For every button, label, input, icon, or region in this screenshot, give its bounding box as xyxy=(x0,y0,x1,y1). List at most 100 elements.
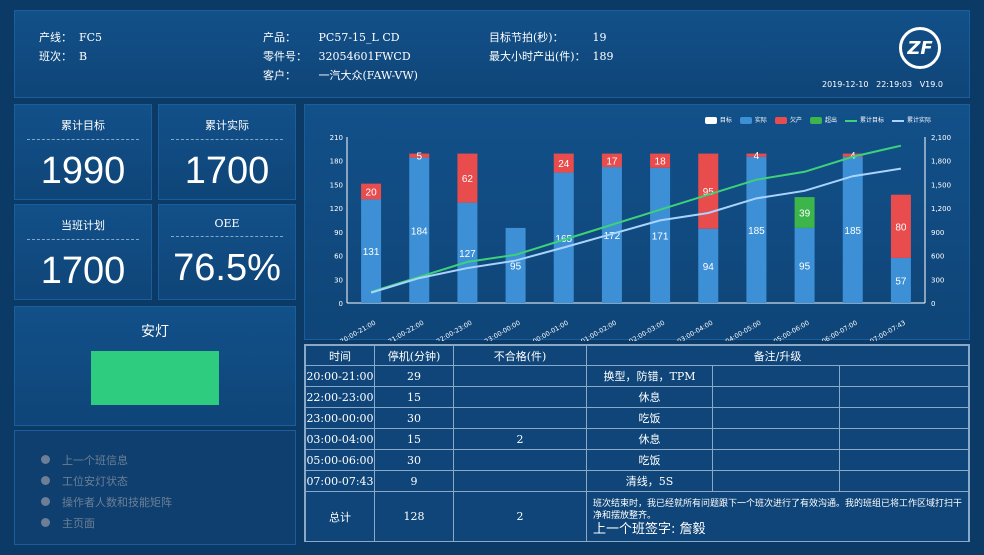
customer-value: 一汽大众(FAW-VW) xyxy=(318,69,418,82)
bar-shortfall-label: 4 xyxy=(754,151,760,162)
line-value: FC5 xyxy=(79,31,103,44)
product-value: PC57-15_L CD xyxy=(318,31,400,44)
x-tick-label: 03:00-04:00 xyxy=(676,319,714,341)
bullet-icon xyxy=(41,476,50,485)
cell-remark: 休息 xyxy=(586,386,713,408)
nav-item-label: 上一个班信息 xyxy=(62,453,128,467)
nav-item-home[interactable]: 主页面 xyxy=(41,512,295,533)
memo-text: 班次结束时，我已经就所有问题跟下一个班次进行了有效沟通。我的班组已将工作区域打扫… xyxy=(593,498,963,521)
andon-title: 安灯 xyxy=(141,324,169,340)
shift-label: 班次： xyxy=(39,50,72,63)
bar-shortfall xyxy=(409,153,430,158)
bar-actual xyxy=(361,199,382,303)
y-left-tick: 210 xyxy=(330,134,343,142)
production-chart: 0 0 30 300 60 600 90 900 120 1,200 150 1,500 180 1,80… xyxy=(330,134,951,341)
bar-shortfall-label: 18 xyxy=(655,157,667,168)
nav-item-label: 操作者人数和技能矩阵 xyxy=(62,495,172,509)
cell-empty xyxy=(712,449,840,471)
cell-empty xyxy=(712,470,840,492)
y-left-tick: 90 xyxy=(334,229,343,237)
bar-actual xyxy=(505,227,526,303)
col-time: 时间 xyxy=(305,345,375,366)
takt-field: 目标节拍(秒)： 19 xyxy=(489,29,607,45)
table-row: 05:00-06:00 30 吃饭 xyxy=(305,449,969,471)
shift-field: 班次： B xyxy=(39,48,87,64)
table-row: 07:00-07:43 9 清线，5S xyxy=(305,470,969,492)
header-panel: 产线： FC5 班次： B 产品： PC57-15_L CD 零件号： 3205… xyxy=(14,10,970,98)
bar-actual-label: 172 xyxy=(604,231,621,242)
bar-shortfall-label: 62 xyxy=(462,174,474,185)
x-tick-label: 23:00-00:00 xyxy=(483,319,521,341)
legend-target: 目标 xyxy=(704,115,732,124)
cell-time: 20:00-21:00 xyxy=(305,365,375,387)
bar-actual-label: 184 xyxy=(411,226,428,237)
nav-item-previous-shift[interactable]: 上一个班信息 xyxy=(41,449,295,470)
table-total-row: 总计 128 2 班次结束时，我已经就所有问题跟下一个班次进行了有效沟通。我的班… xyxy=(305,491,969,542)
bar-shortfall-label: 5 xyxy=(416,152,422,163)
line-field: 产线： FC5 xyxy=(39,29,102,45)
cell-time: 22:00-23:00 xyxy=(305,386,375,408)
y-right-tick: 900 xyxy=(931,229,944,237)
cell-defects xyxy=(453,449,587,471)
chart-legend: 目标 实际 欠产 超出 累计目标 累计实际 xyxy=(704,115,931,124)
y-right-tick: 2,100 xyxy=(931,134,951,142)
customer-field: 客户： 一汽大众(FAW-VW) xyxy=(263,67,418,83)
bar-actual xyxy=(409,157,430,303)
cell-downtime: 30 xyxy=(374,407,454,429)
y-right-tick: 300 xyxy=(931,276,944,284)
bar-shortfall xyxy=(650,153,671,168)
bar-actual-label: 185 xyxy=(748,226,765,237)
cell-downtime: 29 xyxy=(374,365,454,387)
line-label: 产线： xyxy=(39,31,72,44)
x-tick-label: 04:00-05:00 xyxy=(724,319,762,341)
table-row: 03:00-04:00 15 2 休息 xyxy=(305,428,969,450)
cell-shift-memo: 班次结束时，我已经就所有问题跟下一个班次进行了有效沟通。我的班组已将工作区域打扫… xyxy=(586,491,969,542)
legend-cum-actual: 累计实际 xyxy=(891,115,931,124)
takt-value: 19 xyxy=(592,31,607,44)
nav-panel: 上一个班信息 工位安灯状态 操作者人数和技能矩阵 主页面 xyxy=(14,430,296,545)
product-field: 产品： PC57-15_L CD xyxy=(263,29,400,45)
cell-empty xyxy=(712,407,840,429)
max-output-label: 最大小时产出(件)： xyxy=(489,50,586,63)
cell-downtime: 15 xyxy=(374,428,454,450)
bar-actual-label: 185 xyxy=(844,226,861,237)
bar-actual xyxy=(794,227,815,303)
y-left-tick: 30 xyxy=(334,276,343,284)
cell-remark: 休息 xyxy=(586,428,713,450)
logo-text: ZF xyxy=(907,37,933,59)
line-cumulative-actual xyxy=(370,167,902,294)
legend-actual: 实际 xyxy=(739,115,767,124)
bar-shortfall-label: 80 xyxy=(895,222,907,233)
y-right-tick: 600 xyxy=(931,253,944,261)
bar-actual xyxy=(457,202,478,303)
cell-empty xyxy=(839,449,969,471)
bar-actual xyxy=(650,167,671,303)
andon-light xyxy=(91,351,219,405)
nav-item-station-andon[interactable]: 工位安灯状态 xyxy=(41,470,295,491)
bar-shortfall xyxy=(361,183,382,200)
kpi-value: 76.5% xyxy=(173,247,281,289)
bar-actual-label: 95 xyxy=(799,261,811,272)
cell-defects: 2 xyxy=(453,428,587,450)
date-text: 2019-12-10 xyxy=(821,80,869,89)
downtime-table: 时间 停机(分钟) 不合格(件) 备注/升级 20:00-21:00 29 换型… xyxy=(305,345,969,542)
x-tick-label: 20:00-21:00 xyxy=(339,319,377,341)
bar-actual-label: 171 xyxy=(652,231,669,242)
cell-empty xyxy=(712,428,840,450)
y-right-tick: 1,500 xyxy=(931,181,951,189)
part-field: 零件号： 32054601FWCD xyxy=(263,48,411,64)
bar-excess-label: 39 xyxy=(799,208,811,219)
x-tick-label: 01:00-02:00 xyxy=(580,319,618,341)
cell-downtime: 9 xyxy=(374,470,454,492)
nav-item-skill-matrix[interactable]: 操作者人数和技能矩阵 xyxy=(41,491,295,512)
datetime-stamp: 2019-12-10 22:19:03 V19.0 xyxy=(822,80,943,89)
kpi-value: 1700 xyxy=(184,150,270,192)
y-left-tick: 0 xyxy=(339,300,343,308)
bar-shortfall xyxy=(746,153,767,157)
kpi-oee: OEE 76.5% xyxy=(158,204,296,300)
col-remarks: 备注/升级 xyxy=(586,345,969,366)
product-label: 产品： xyxy=(263,31,296,44)
bar-shortfall-label: 24 xyxy=(558,159,570,170)
bullet-icon xyxy=(41,497,50,506)
bar-actual-label: 95 xyxy=(510,261,522,272)
